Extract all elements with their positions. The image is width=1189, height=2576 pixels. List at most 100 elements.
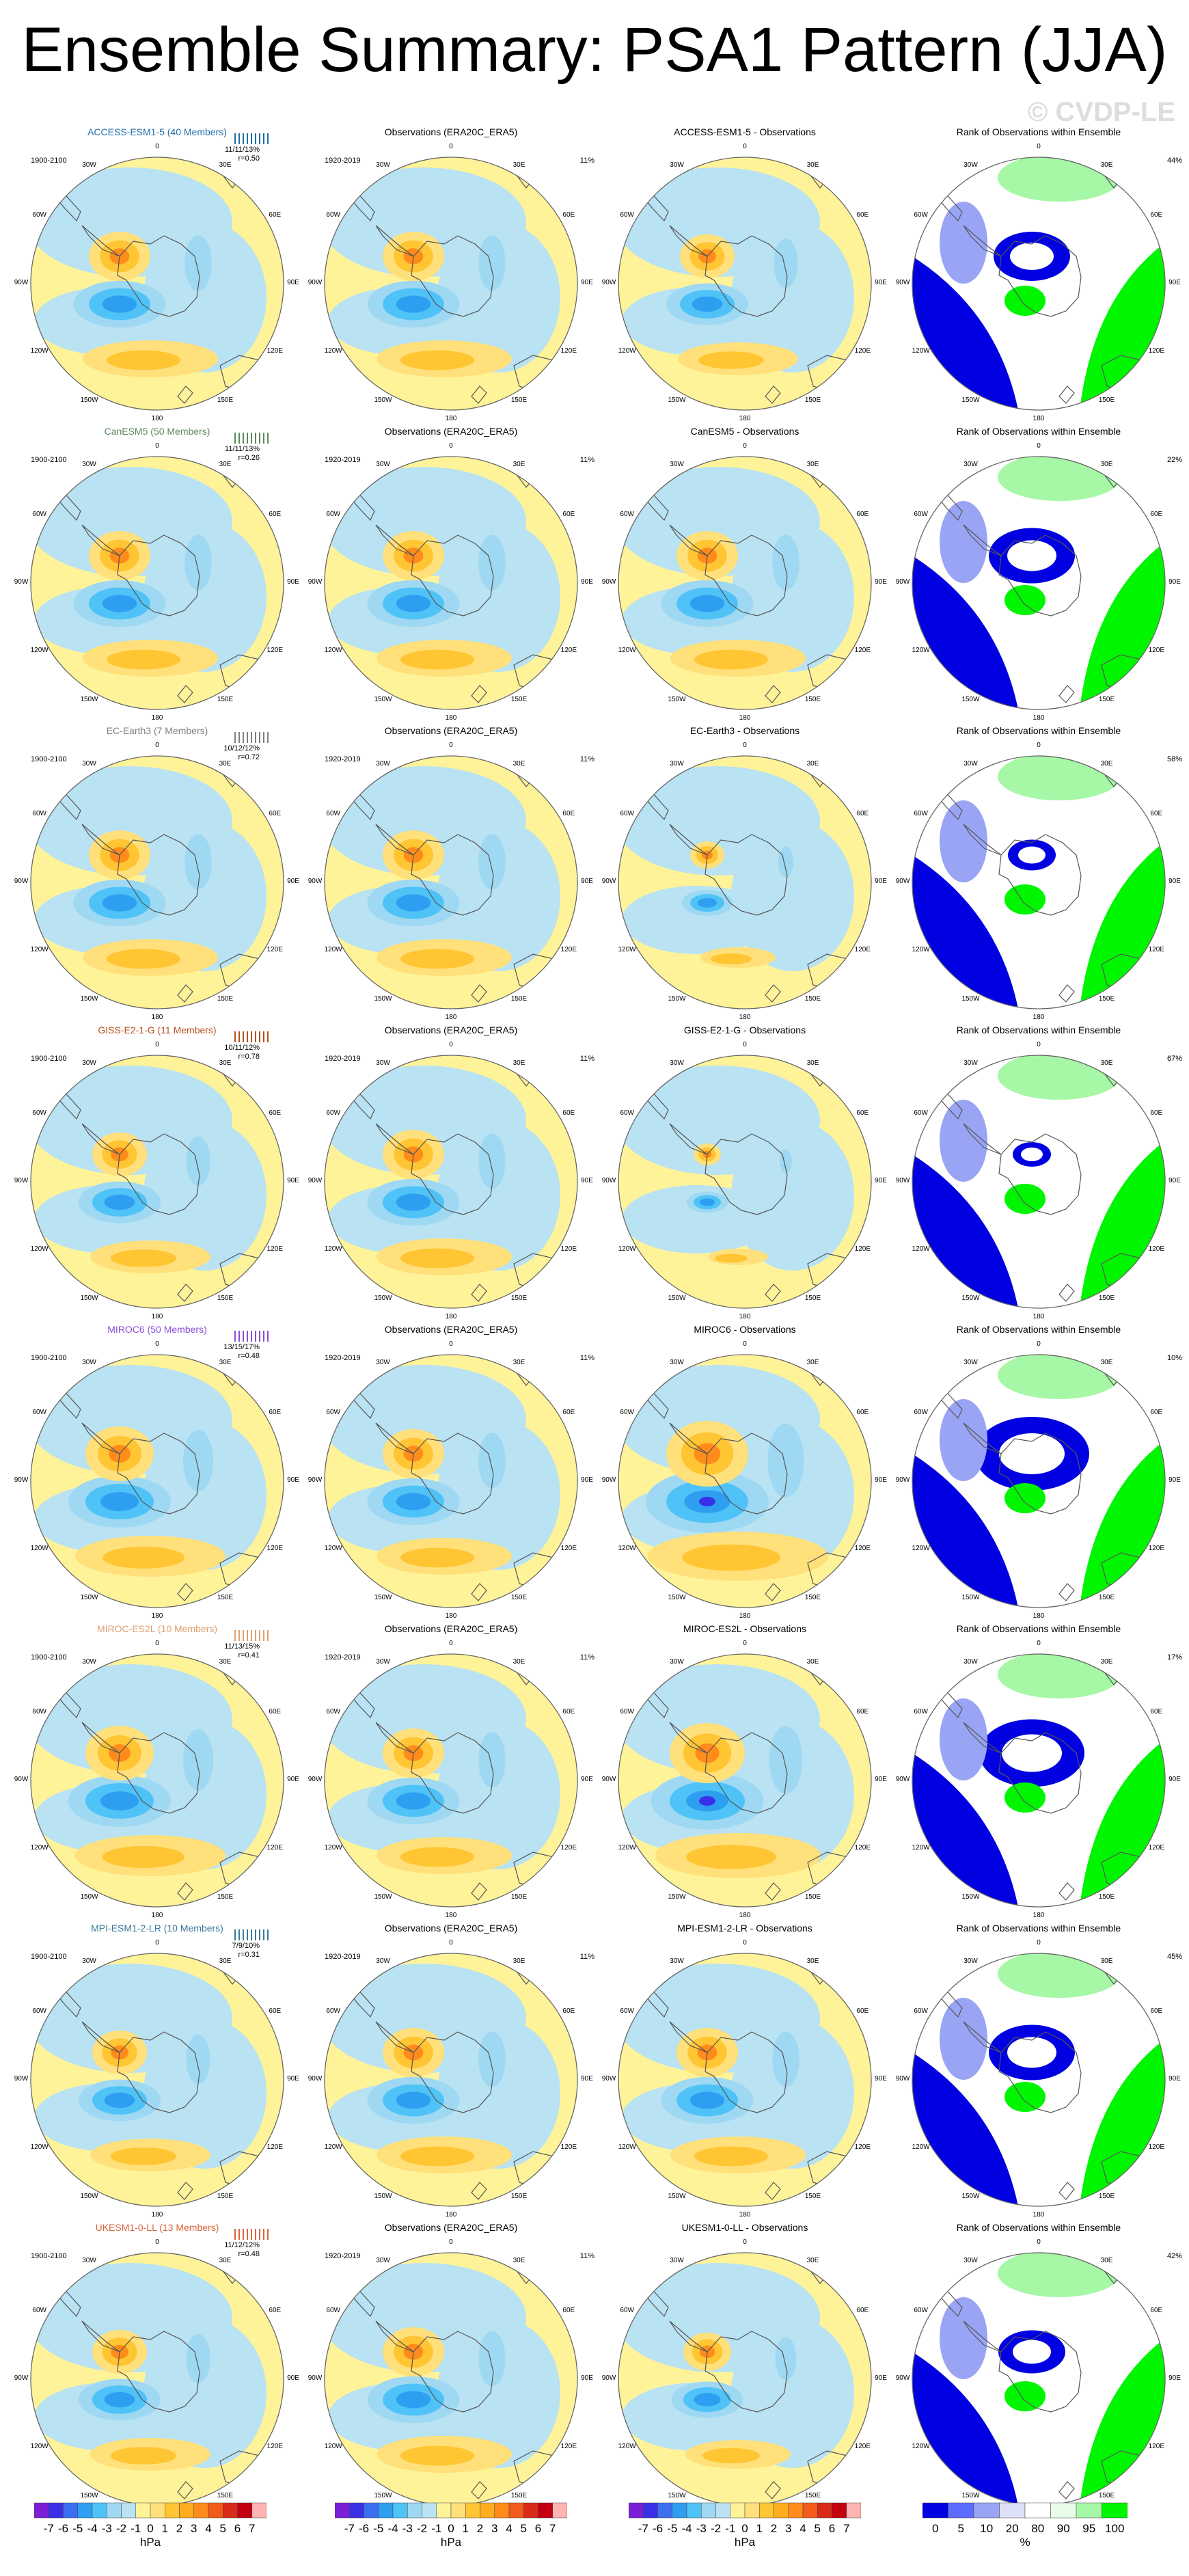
- colorbar-swatch: [450, 2502, 466, 2519]
- lon-label-2: 60E: [562, 2007, 575, 2015]
- lon-label-5: 150E: [217, 1893, 234, 1901]
- lon-label-9: 90W: [895, 2075, 910, 2083]
- lon-label-7: 150W: [668, 2492, 686, 2500]
- rank-percent: 22%: [1166, 456, 1182, 464]
- lon-label-4: 120E: [854, 1245, 871, 1253]
- lon-label-2: 60E: [269, 1408, 282, 1416]
- colorbar-swatch: [165, 2502, 180, 2519]
- panel-title: Observations (ERA20C_ERA5): [384, 126, 518, 137]
- colorbar-swatch: [34, 2502, 49, 2519]
- diff-panel: ACCESS-ESM1-5 - Observations 0 30E 60E 90E 12…: [602, 126, 905, 426]
- colorbar-tick: -4: [387, 2522, 398, 2535]
- lon-label-5: 150E: [804, 1594, 821, 1602]
- coastline-5: [471, 2182, 487, 2200]
- lon-label-3: 90E: [875, 2075, 887, 2083]
- colorbar-swatch: [150, 2502, 165, 2519]
- coastline-1: [81, 824, 120, 856]
- lon-label-5: 150E: [510, 1294, 528, 1303]
- map-boundary: [324, 755, 578, 1009]
- coastline-1: [375, 824, 414, 856]
- coastline-1: [669, 2021, 708, 2053]
- lon-label-5: 150E: [804, 1893, 821, 1901]
- coastline-1: [963, 1722, 1002, 1754]
- coastline-5: [177, 685, 193, 703]
- lon-label-4: 120E: [854, 945, 871, 953]
- lon-label-0: 0: [155, 2238, 159, 2246]
- lon-label-10: 60W: [914, 1408, 928, 1416]
- colorbar-swatch: [349, 2502, 364, 2519]
- lon-label-10: 60W: [914, 2007, 928, 2015]
- coastline-1: [963, 2021, 1002, 2053]
- lon-label-5: 150E: [217, 1294, 234, 1303]
- lon-label-7: 150W: [374, 1893, 392, 1901]
- lon-label-0: 0: [155, 1041, 159, 1048]
- lon-label-9: 90W: [14, 2374, 29, 2382]
- lon-label-9: 90W: [14, 2075, 29, 2083]
- lon-label-4: 120E: [266, 646, 283, 654]
- coastline-5: [1058, 1882, 1075, 1901]
- colorbar-swatch: [480, 2502, 495, 2519]
- lon-label-1: 30E: [1100, 460, 1113, 468]
- lon-label-3: 90E: [1168, 1177, 1181, 1184]
- lon-label-0: 0: [449, 1939, 453, 1947]
- rank-tick: 90: [1056, 2522, 1070, 2535]
- diff-panel: MPI-ESM1-2-LR - Observations 0 30E 60E 90E 12…: [602, 1923, 905, 2222]
- lon-label-4: 120E: [854, 2442, 871, 2450]
- lon-label-0: 0: [155, 143, 159, 150]
- pattern-correlation: r=0.50: [238, 154, 260, 163]
- lon-label-9: 90W: [14, 1776, 29, 1783]
- lon-label-4: 120E: [1148, 1544, 1164, 1552]
- rank-tick: 0: [932, 2522, 939, 2535]
- period-label: 1920-2019: [325, 2252, 361, 2260]
- colorbar-swatch: [774, 2502, 789, 2519]
- lon-label-5: 150E: [1098, 696, 1115, 704]
- coastline-0: [705, 1433, 788, 1515]
- lon-label-11: 30W: [670, 1358, 684, 1366]
- panel-title: MIROC-ES2L - Observations: [683, 1623, 806, 1634]
- lon-label-3: 90E: [1168, 2075, 1181, 2083]
- lon-label-7: 150W: [80, 1893, 98, 1901]
- rank-panel: Rank of Observations within Ensemble 44% 0…: [896, 126, 1189, 426]
- lon-label-2: 60E: [856, 1109, 869, 1117]
- period-label: 1920-2019: [325, 157, 361, 165]
- lon-label-4: 120E: [266, 1544, 283, 1552]
- period-label: 1900-2100: [31, 1953, 67, 1961]
- panel-title: GISS-E2-1-G (11 Members): [98, 1025, 217, 1035]
- colorbar-tick: -1: [725, 2522, 736, 2535]
- colorbar-tick: -2: [416, 2522, 428, 2535]
- lon-label-11: 30W: [670, 161, 684, 169]
- coastline-0: [411, 2031, 494, 2113]
- rank-panel: Rank of Observations within Ensemble 67% 0…: [896, 1025, 1189, 1324]
- colorbar-swatch: [672, 2502, 687, 2519]
- lon-label-11: 30W: [964, 759, 978, 768]
- lon-label-9: 90W: [308, 1476, 323, 1484]
- lon-label-8: 120W: [618, 2442, 636, 2450]
- lon-label-4: 120E: [560, 1843, 577, 1852]
- lon-label-1: 30E: [512, 2256, 525, 2264]
- colorbar-tick: -6: [358, 2522, 370, 2535]
- map-boundary: [618, 1055, 872, 1309]
- lon-label-11: 30W: [964, 1657, 978, 1666]
- lon-label-9: 90W: [895, 1476, 910, 1484]
- map-boundary: [618, 1953, 872, 2207]
- coastline-0: [117, 235, 200, 317]
- colorbar-tick: 3: [191, 2522, 197, 2535]
- lon-label-0: 0: [1037, 1340, 1041, 1348]
- coastline-1: [669, 1722, 708, 1754]
- lon-label-0: 0: [743, 1041, 747, 1048]
- lon-label-8: 120W: [30, 945, 49, 953]
- colorbar-tick: -3: [101, 2522, 112, 2535]
- lon-label-11: 30W: [82, 1059, 96, 1067]
- coastline-0: [705, 2031, 788, 2113]
- lon-label-9: 90W: [895, 878, 910, 885]
- panel-title: GISS-E2-1-G - Observations: [683, 1025, 806, 1035]
- lon-label-5: 150E: [510, 696, 528, 704]
- lon-label-4: 120E: [266, 1245, 283, 1253]
- lon-label-3: 90E: [1168, 878, 1181, 885]
- map-boundary: [618, 157, 872, 411]
- lon-label-11: 30W: [82, 460, 96, 468]
- lon-label-10: 60W: [32, 1408, 46, 1416]
- lon-label-2: 60E: [562, 510, 575, 518]
- lon-label-2: 60E: [562, 211, 575, 219]
- lon-label-0: 0: [155, 1939, 159, 1947]
